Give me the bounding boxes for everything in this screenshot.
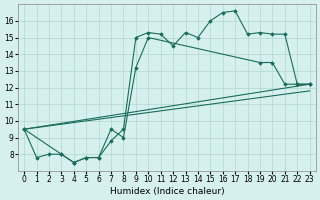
X-axis label: Humidex (Indice chaleur): Humidex (Indice chaleur)	[109, 187, 224, 196]
